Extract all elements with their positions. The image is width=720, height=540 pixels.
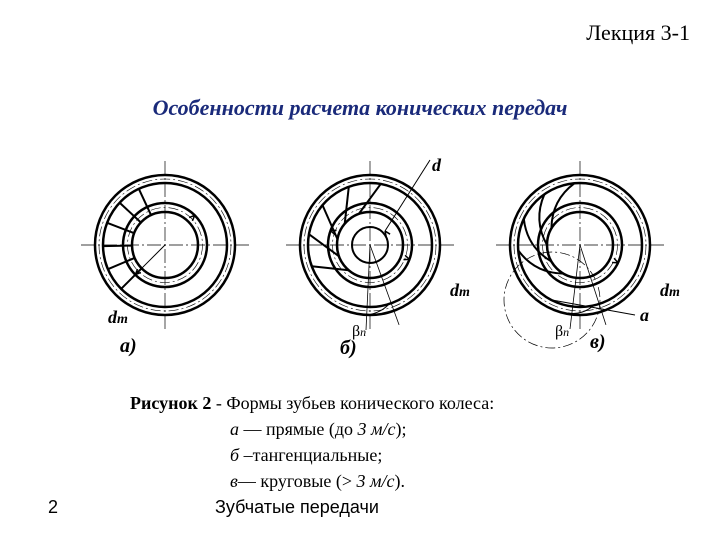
caption-v-val: 3 м/с bbox=[357, 471, 395, 491]
fig-v-label: в) bbox=[590, 331, 606, 354]
caption-line-a: а — прямые (до 3 м/с); bbox=[130, 416, 630, 442]
caption-b-rest: –тангенциальные; bbox=[239, 445, 382, 465]
fig-a-dm: dm bbox=[108, 307, 128, 328]
caption-line-v: в— круговые (> 3 м/с). bbox=[130, 468, 630, 494]
figure-caption: Рисунок 2 - Формы зубьев конического кол… bbox=[130, 390, 630, 494]
fig-v-dm: dm bbox=[660, 280, 680, 301]
caption-v-pre: в bbox=[230, 471, 238, 491]
caption-a-pre: а bbox=[230, 419, 239, 439]
caption-rest: - Формы зубьев конического колеса: bbox=[211, 393, 494, 413]
gear-diagrams bbox=[0, 155, 720, 375]
caption-title-line: Рисунок 2 - Формы зубьев конического кол… bbox=[130, 390, 630, 416]
figure-area: а) dm б) d dm βn в) dm a βn bbox=[0, 155, 720, 375]
fig-b-dm: dm bbox=[450, 280, 470, 301]
page-title: Особенности расчета конических передач bbox=[0, 95, 720, 121]
caption-b-pre: б bbox=[230, 445, 239, 465]
caption-a-mid: — прямые (до bbox=[239, 419, 358, 439]
fig-v-beta: βn bbox=[555, 323, 569, 341]
fig-a-label: а) bbox=[120, 335, 137, 358]
fig-b-d: d bbox=[432, 155, 441, 176]
caption-v-post: ). bbox=[394, 471, 405, 491]
footer-text: Зубчатые передачи bbox=[215, 497, 379, 518]
caption-v-mid: — круговые (> bbox=[238, 471, 357, 491]
lecture-label: Лекция 3-1 bbox=[586, 20, 690, 46]
fig-v-a: a bbox=[640, 305, 649, 326]
caption-line-b: б –тангенциальные; bbox=[130, 442, 630, 468]
caption-a-val: 3 м/с bbox=[358, 419, 396, 439]
caption-a-post: ); bbox=[396, 419, 407, 439]
caption-bold: Рисунок 2 bbox=[130, 393, 211, 413]
page-number: 2 bbox=[48, 497, 58, 518]
fig-b-beta: βn bbox=[352, 323, 366, 341]
